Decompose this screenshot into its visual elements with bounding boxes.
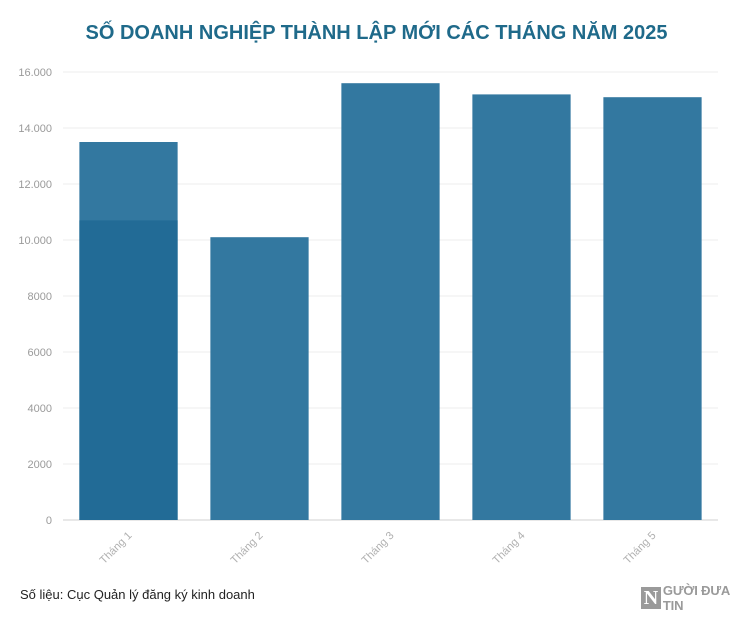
y-tick-label: 4000 xyxy=(28,403,52,415)
y-tick-label: 6000 xyxy=(28,347,52,359)
bars xyxy=(79,83,702,521)
bar xyxy=(472,94,571,521)
y-tick-label: 16.000 xyxy=(18,67,52,79)
y-tick-label: 2000 xyxy=(28,459,52,471)
y-tick-label: 0 xyxy=(46,515,52,527)
x-tick-label: Tháng 2 xyxy=(229,530,266,567)
bar-chart: 0 2000 4000 6000 8000 10.000 12.000 14.000 16.00… xyxy=(18,67,718,567)
bar xyxy=(603,97,702,520)
chart-title: SỐ DOANH NGHIỆP THÀNH LẬP MỚI CÁC THÁNG … xyxy=(85,22,668,44)
x-tick-label: Tháng 3 xyxy=(360,530,397,567)
bar xyxy=(341,83,440,520)
source-note: Số liệu: Cục Quản lý đăng ký kinh doanh xyxy=(20,587,255,602)
x-tick-label: Tháng 4 xyxy=(491,530,528,567)
x-tick-label: Tháng 1 xyxy=(98,530,135,567)
x-tick-label: Tháng 5 xyxy=(622,530,659,567)
x-axis: Tháng 1 Tháng 2 Tháng 3 Tháng 4 Tháng 5 xyxy=(98,530,659,567)
y-tick-label: 12.000 xyxy=(18,179,52,191)
bar-highlight xyxy=(79,220,178,520)
brand-logo-mark: N xyxy=(641,587,661,609)
y-tick-label: 14.000 xyxy=(18,123,52,135)
bar xyxy=(210,237,309,520)
brand-logo: N GƯỜI ĐƯA TIN xyxy=(641,583,753,613)
y-axis: 0 2000 4000 6000 8000 10.000 12.000 14.000 16.00… xyxy=(18,67,52,527)
brand-logo-text: GƯỜI ĐƯA TIN xyxy=(662,583,730,613)
y-tick-label: 8000 xyxy=(28,291,52,303)
y-tick-label: 10.000 xyxy=(18,235,52,247)
